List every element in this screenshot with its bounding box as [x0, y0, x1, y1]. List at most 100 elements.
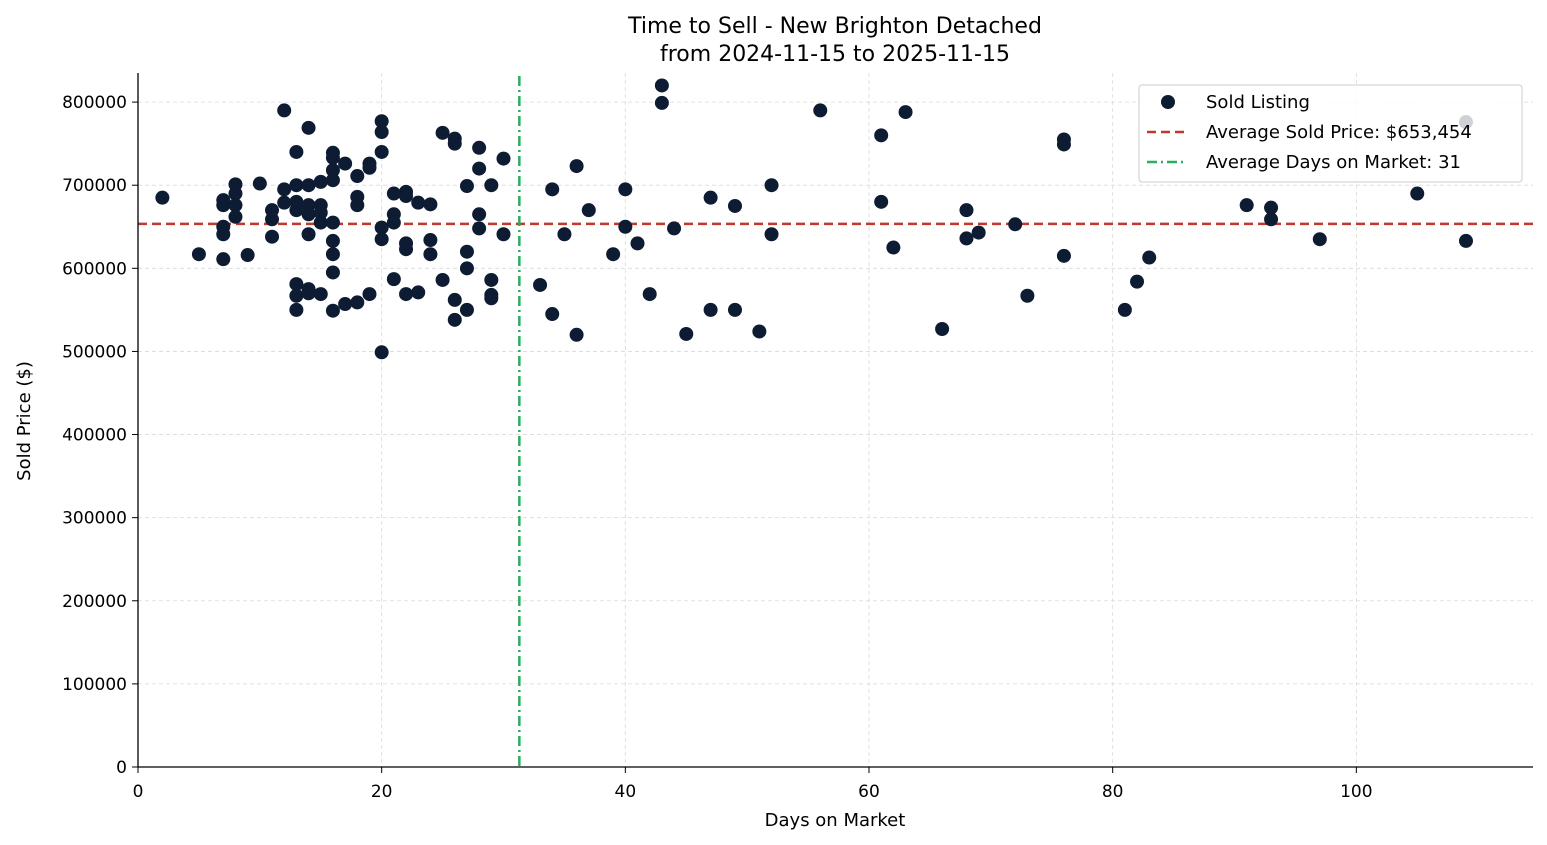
y-tick-label: 400000	[62, 426, 127, 446]
legend: Sold Listing Average Sold Price: $653,45…	[1138, 84, 1523, 183]
data-point	[496, 227, 511, 242]
data-point	[423, 197, 438, 212]
data-point	[338, 156, 353, 171]
data-point	[374, 125, 389, 140]
legend-avg-days-label: Average Days on Market: 31	[1206, 152, 1461, 173]
data-point	[496, 151, 511, 166]
data-point	[472, 161, 487, 176]
data-point	[399, 287, 414, 302]
data-point	[216, 252, 231, 267]
data-point	[459, 261, 474, 276]
y-tick-label: 600000	[62, 259, 127, 279]
data-point	[289, 277, 304, 292]
data-point	[581, 203, 596, 218]
data-point	[216, 198, 231, 213]
data-point	[484, 178, 499, 193]
legend-points-label: Sold Listing	[1206, 92, 1310, 113]
data-point	[325, 150, 340, 165]
data-point	[301, 178, 316, 193]
data-point	[386, 272, 401, 287]
data-point	[325, 233, 340, 248]
data-point	[191, 247, 206, 262]
data-point	[484, 272, 499, 287]
data-point	[313, 287, 328, 302]
data-point	[1130, 274, 1145, 289]
data-point	[1117, 302, 1132, 317]
data-point	[533, 277, 548, 292]
data-point	[703, 302, 718, 317]
y-tick-label: 100000	[62, 675, 127, 695]
data-point	[362, 287, 377, 302]
data-point	[313, 174, 328, 189]
data-point	[362, 160, 377, 175]
data-point	[447, 292, 462, 307]
data-point	[898, 105, 913, 120]
data-point	[679, 326, 694, 341]
data-point	[240, 248, 255, 263]
data-point	[325, 265, 340, 280]
data-point	[289, 178, 304, 193]
data-point	[325, 215, 340, 230]
data-point	[386, 215, 401, 230]
data-point	[459, 179, 474, 194]
data-point	[155, 190, 170, 205]
data-point	[374, 345, 389, 360]
data-point	[325, 303, 340, 318]
data-point	[1410, 186, 1425, 201]
data-point	[874, 194, 889, 209]
data-point	[459, 244, 474, 259]
data-point	[1020, 288, 1035, 303]
y-tick-label: 300000	[62, 509, 127, 529]
data-point	[642, 287, 657, 302]
data-point	[654, 78, 669, 93]
data-point	[959, 203, 974, 218]
data-point	[971, 225, 986, 240]
data-point	[472, 221, 487, 236]
reference-lines	[138, 76, 1533, 767]
data-point	[435, 272, 450, 287]
grid-lines	[138, 73, 1533, 767]
data-point	[1312, 232, 1327, 247]
data-point	[1458, 233, 1473, 248]
data-point	[411, 285, 426, 300]
data-point	[350, 169, 365, 184]
data-point	[959, 231, 974, 246]
axes	[137, 73, 1533, 768]
data-point	[252, 176, 267, 191]
data-point	[472, 140, 487, 155]
data-point	[1239, 198, 1254, 213]
x-tick-label: 20	[371, 782, 393, 802]
data-point	[411, 195, 426, 210]
legend-avg-price-label: Average Sold Price: $653,454	[1206, 122, 1472, 143]
data-point	[886, 240, 901, 255]
data-point	[569, 159, 584, 174]
y-tick-label: 200000	[62, 592, 127, 612]
data-point	[313, 215, 328, 230]
data-point	[338, 297, 353, 312]
y-tick-label: 700000	[62, 176, 127, 196]
chart-subtitle: from 2024-11-15 to 2025-11-15	[660, 42, 1010, 67]
data-point	[289, 144, 304, 159]
data-point	[228, 198, 243, 213]
y-tick-label: 0	[116, 758, 127, 778]
data-point	[1056, 248, 1071, 263]
data-point	[265, 212, 280, 227]
data-point	[752, 324, 767, 339]
data-point	[216, 227, 231, 242]
data-point	[472, 207, 487, 222]
data-point	[313, 205, 328, 220]
data-point	[727, 302, 742, 317]
data-point	[557, 227, 572, 242]
data-point	[764, 178, 779, 193]
data-point	[703, 190, 718, 205]
data-point	[606, 247, 621, 262]
data-point	[545, 307, 560, 322]
legend-points-marker	[1161, 95, 1175, 109]
data-point	[654, 95, 669, 110]
data-point	[228, 209, 243, 224]
data-point	[423, 247, 438, 262]
x-tick-label: 0	[133, 782, 144, 802]
data-points	[155, 78, 1473, 360]
data-point	[277, 103, 292, 118]
data-point	[1264, 200, 1279, 215]
